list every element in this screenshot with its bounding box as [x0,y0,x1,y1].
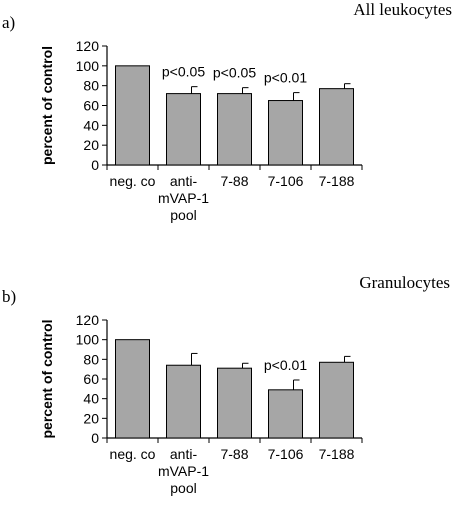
bar [166,93,201,166]
panel-label: b) [2,287,16,306]
chart-title: Granulocytes [359,273,450,292]
bar [166,364,201,439]
x-tick-label: 7-188 [319,173,355,189]
bar [268,389,303,439]
y-tick-label: 0 [91,430,99,446]
y-tick-label: 40 [83,391,99,407]
bar [319,88,354,166]
x-tick-label: 7-106 [268,173,304,189]
x-tick-label: mVAP-1 [158,463,209,479]
x-tick-label: 7-188 [319,446,355,462]
y-tick-label: 80 [83,78,99,94]
chart-panel-a: a) All leukocytes percent of control 0 20 40 6… [2,0,452,223]
x-tick-label: mVAP-1 [158,190,209,206]
x-tick-label: anti- [170,173,198,189]
y-tick-label: 60 [83,371,99,387]
y-tick-label: 40 [83,117,99,133]
y-axis-label: percent of control [39,46,55,165]
p-value-annotation: p<0.05 [162,64,205,80]
bar [268,100,303,166]
bar [217,93,252,166]
p-value-annotation: p<0.01 [264,70,307,86]
x-tick-label: 7-106 [268,446,304,462]
y-tick-label: 20 [83,137,99,153]
bar [319,361,354,439]
y-tick-label: 20 [83,410,99,426]
y-tick-label: 100 [76,58,100,74]
y-tick-label: 120 [76,312,100,328]
x-tick-label: pool [170,207,196,223]
p-value-annotation: p<0.05 [213,65,256,81]
x-tick-label: pool [170,480,196,496]
x-tick-label: neg. co [110,173,156,189]
x-tick-label: anti- [170,446,198,462]
y-tick-label: 100 [76,332,100,348]
bar [115,339,150,439]
bar [115,65,150,166]
y-tick-label: 120 [76,38,100,54]
p-value-annotation: p<0.01 [264,357,307,373]
x-tick-label: neg. co [110,446,156,462]
bar [217,367,252,439]
chart-title: All leukocytes [353,0,452,19]
chart-panel-b: b) Granulocytes percent of control 0 20 40 60 8… [2,273,450,496]
y-tick-label: 60 [83,98,99,114]
y-tick-label: 80 [83,351,99,367]
y-axis-label: percent of control [39,319,55,438]
y-tick-label: 0 [91,157,99,173]
panel-label: a) [2,13,15,32]
x-tick-label: 7-88 [220,173,248,189]
x-tick-label: 7-88 [220,446,248,462]
